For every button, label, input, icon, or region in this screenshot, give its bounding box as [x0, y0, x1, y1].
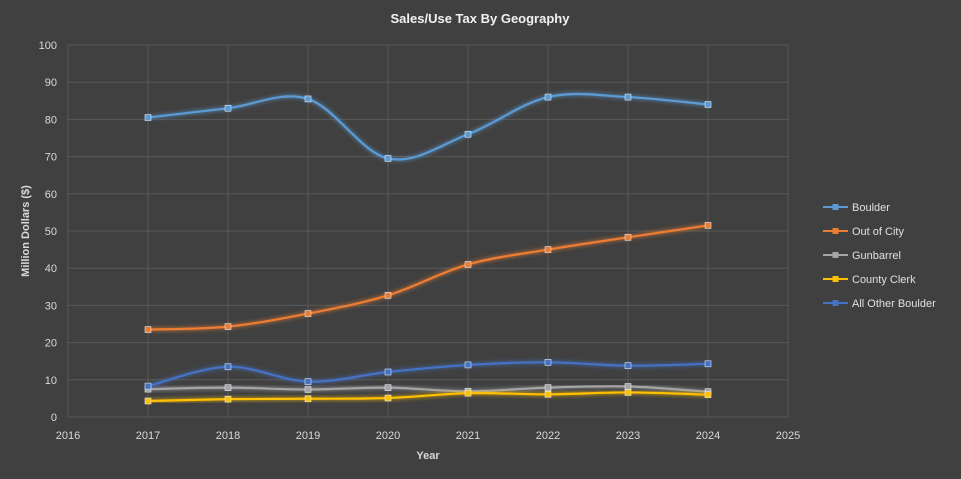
series-boulder	[144, 92, 712, 162]
data-point	[144, 382, 152, 390]
x-axis-title: Year	[416, 450, 440, 462]
data-point	[464, 389, 472, 397]
series-line-boulder	[147, 92, 709, 161]
data-point	[224, 363, 232, 371]
legend-label: Boulder	[852, 202, 890, 214]
series-line-all-other-boulder	[147, 361, 709, 388]
legend-item-gunbarrel: Gunbarrel	[823, 250, 901, 262]
series-lines	[144, 92, 712, 405]
data-point	[304, 95, 312, 103]
data-point	[384, 384, 392, 391]
y-tick-label: 80	[45, 114, 57, 126]
data-point	[304, 310, 312, 317]
data-point	[304, 386, 312, 393]
data-point	[624, 93, 632, 101]
legend: Boulder Out of City Gunbarrel County Clerk A…	[823, 202, 936, 310]
y-tick-label: 0	[51, 412, 57, 424]
data-point	[464, 261, 472, 268]
data-point	[144, 114, 152, 121]
y-tick-label: 20	[45, 338, 57, 350]
legend-marker	[832, 228, 839, 234]
data-point	[384, 368, 392, 376]
data-point	[544, 93, 552, 101]
data-point	[704, 360, 712, 368]
x-tick-label: 2017	[136, 430, 160, 442]
data-point	[464, 130, 472, 138]
chart-title: Sales/Use Tax By Geography	[391, 11, 571, 26]
axis-ticks: 0 10 20 30 40 50 60 70 80 90 100 2016 2017 2018 2019 20…	[39, 40, 801, 442]
data-point	[224, 104, 232, 112]
data-point	[624, 362, 632, 369]
data-point	[544, 391, 552, 398]
data-point	[464, 361, 472, 369]
data-point	[304, 395, 312, 403]
legend-item-boulder: Boulder	[823, 202, 890, 214]
data-point	[624, 234, 632, 241]
data-point	[224, 395, 232, 403]
data-point	[144, 326, 152, 333]
series-county-clerk	[144, 389, 712, 405]
y-tick-label: 30	[45, 300, 57, 312]
data-point	[624, 389, 632, 396]
legend-marker	[832, 276, 839, 282]
data-point	[304, 378, 312, 385]
y-tick-label: 10	[45, 375, 57, 387]
x-tick-label: 2023	[616, 430, 640, 442]
legend-marker	[832, 204, 839, 210]
data-point	[224, 384, 232, 391]
x-tick-label: 2024	[696, 430, 720, 442]
y-axis-title: Million Dollars ($)	[20, 185, 32, 277]
data-point	[544, 246, 552, 253]
y-tick-label: 40	[45, 263, 57, 275]
legend-item-county-clerk: County Clerk	[823, 274, 916, 286]
x-tick-label: 2021	[456, 430, 480, 442]
legend-marker	[832, 300, 839, 306]
data-point	[624, 383, 632, 390]
y-tick-label: 60	[45, 189, 57, 201]
x-tick-label: 2020	[376, 430, 400, 442]
series-line-county-clerk	[147, 391, 709, 403]
series-line-out-of-city	[147, 224, 709, 331]
legend-marker	[832, 252, 839, 258]
x-tick-label: 2018	[216, 430, 240, 442]
series-line-gunbarrel	[147, 385, 709, 393]
data-point	[704, 222, 712, 229]
legend-label: Out of City	[852, 226, 904, 238]
x-tick-label: 2019	[296, 430, 320, 442]
legend-item-out-of-city: Out of City	[823, 226, 904, 238]
y-tick-label: 90	[45, 77, 57, 89]
data-point	[544, 384, 552, 391]
y-tick-label: 70	[45, 152, 57, 164]
x-tick-label: 2022	[536, 430, 560, 442]
series-out-of-city	[144, 222, 712, 333]
data-point	[384, 292, 392, 299]
data-point	[704, 101, 712, 108]
series-all-other-boulder	[144, 359, 712, 390]
legend-label: Gunbarrel	[852, 250, 901, 262]
data-point	[384, 155, 392, 162]
data-point	[544, 359, 552, 366]
data-point	[704, 391, 712, 398]
x-tick-label: 2025	[776, 430, 800, 442]
legend-item-all-other-boulder: All Other Boulder	[823, 298, 936, 310]
data-point	[224, 323, 232, 330]
y-tick-label: 100	[39, 40, 57, 52]
data-point	[384, 394, 392, 402]
data-point	[144, 397, 152, 405]
legend-label: All Other Boulder	[852, 298, 936, 310]
gridlines	[67, 44, 789, 418]
x-tick-label: 2016	[56, 430, 80, 442]
y-tick-label: 50	[45, 226, 57, 238]
legend-label: County Clerk	[852, 274, 916, 286]
